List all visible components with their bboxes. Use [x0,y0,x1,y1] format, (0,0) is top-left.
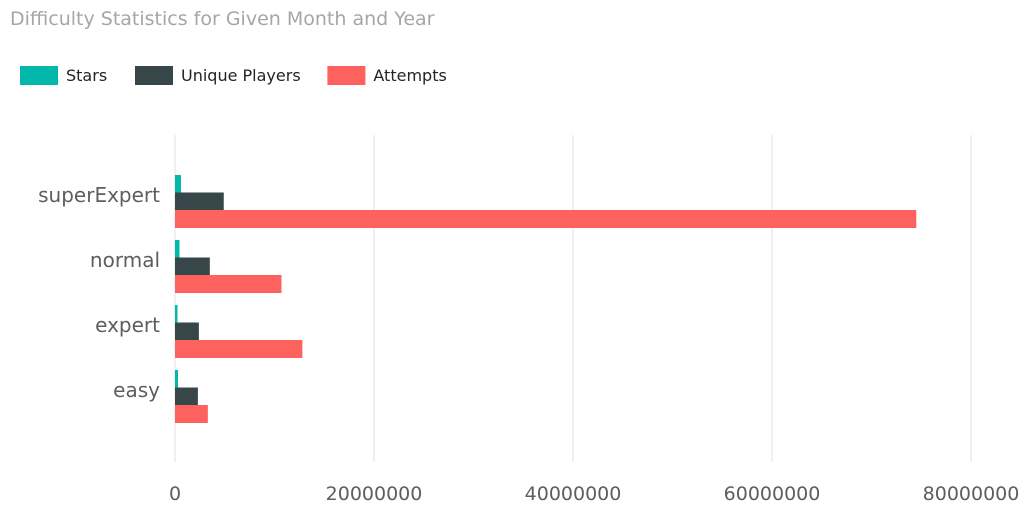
x-axis-ticks: 0 20000000 40000000 60000000 80000000 [169,483,1019,505]
bar-stars-normal [175,240,180,258]
category-label: normal [90,248,160,272]
legend-swatch [327,66,366,85]
bar-stars-superexpert [175,175,181,193]
x-tick-label: 40000000 [525,483,622,505]
legend-swatch [20,66,58,85]
bar-stars-expert [175,305,178,323]
bar-attempts-superexpert [175,210,917,228]
category-label: superExpert [38,183,160,207]
x-tick-label: 60000000 [724,483,821,505]
category-labels: superExpert normal expert easy [38,183,160,402]
gridlines [174,135,972,462]
legend-label: Stars [66,66,107,85]
bar-attempts-expert [175,340,303,358]
legend: Stars Unique Players Attempts [20,66,447,85]
legend-label: Unique Players [181,66,301,85]
legend-label: Attempts [373,66,446,85]
chart-title: Difficulty Statistics for Given Month an… [10,8,435,30]
category-label: expert [95,313,160,337]
bar-unique-players-expert [175,322,199,341]
category-label: easy [113,378,160,402]
bars [175,175,917,423]
bar-attempts-easy [175,405,208,423]
x-tick-label: 0 [169,483,181,505]
bar-unique-players-easy [175,387,198,406]
legend-swatch [135,66,173,85]
bar-attempts-normal [175,275,282,293]
bar-unique-players-normal [175,257,210,276]
x-tick-label: 20000000 [326,483,423,505]
bar-unique-players-superexpert [175,192,224,211]
bar-stars-easy [175,370,178,388]
x-tick-label: 80000000 [923,483,1020,505]
